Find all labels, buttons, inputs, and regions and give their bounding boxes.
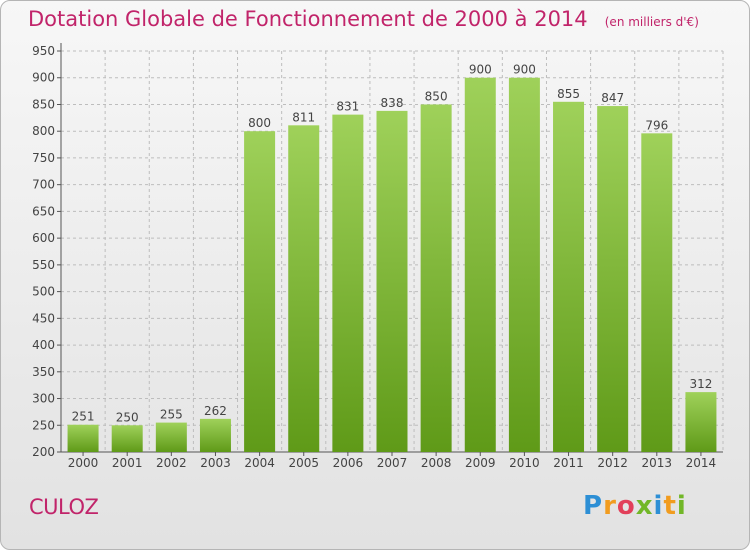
y-tick-label: 700 [32, 178, 55, 192]
y-tick-labels: 200 250 300 350 400 450 500 550 600 650 700 750 800 8… [32, 44, 55, 459]
logo-letter: o [616, 491, 636, 521]
logo-letter: t [663, 491, 677, 521]
y-tick-label: 800 [32, 124, 55, 138]
y-tick-label: 300 [32, 392, 55, 406]
data-label-2004: 800 [248, 116, 271, 130]
data-label-2003: 262 [204, 404, 227, 418]
x-tick-label-2010: 2010 [509, 456, 540, 470]
data-label-2002: 255 [160, 408, 183, 422]
chart-title: Dotation Globale de Fonctionnement de 20… [28, 7, 699, 31]
bar-2014 [685, 392, 717, 452]
data-label-2000: 251 [72, 410, 95, 424]
x-tick-label-2003: 2003 [200, 456, 231, 470]
bar-2009 [464, 77, 496, 452]
logo-letter: x [635, 491, 654, 521]
bar-2008 [420, 104, 452, 452]
y-tick-label: 250 [32, 418, 55, 432]
bar-2003 [199, 418, 231, 452]
x-tick-label-2012: 2012 [597, 456, 628, 470]
data-label-2013: 796 [645, 118, 668, 132]
data-labels: 251 250 255 262 800 811 831 838 850 900 900 855 847 7… [72, 63, 713, 425]
y-tick-label: 200 [32, 445, 55, 459]
bar-2000 [67, 424, 99, 452]
bar-2007 [376, 110, 408, 453]
bar-2001 [111, 425, 143, 452]
y-tick-label: 350 [32, 365, 55, 379]
data-label-2011: 855 [557, 87, 580, 101]
bar-2011 [553, 101, 585, 452]
data-label-2005: 811 [292, 110, 315, 124]
y-tick-label: 900 [32, 71, 55, 85]
data-label-2012: 847 [601, 91, 624, 105]
bars [67, 77, 717, 453]
data-label-2010: 900 [513, 63, 536, 77]
data-label-2007: 838 [381, 96, 404, 110]
logo-letter: i [653, 491, 664, 521]
y-tick-label: 450 [32, 311, 55, 325]
chart-title-main: Dotation Globale de Fonctionnement de 20… [28, 7, 588, 31]
x-tick-label-2014: 2014 [686, 456, 717, 470]
bar-2002 [155, 422, 187, 452]
data-label-2008: 850 [425, 89, 448, 103]
x-tick-label-2007: 2007 [377, 456, 408, 470]
x-tick-label-2005: 2005 [288, 456, 319, 470]
y-tick-label: 650 [32, 204, 55, 218]
logo-letter: P [583, 491, 604, 521]
logo-letter: i [676, 491, 687, 521]
logo-letter: r [603, 491, 617, 521]
x-tick-label-2001: 2001 [112, 456, 143, 470]
x-tick-label-2013: 2013 [642, 456, 673, 470]
y-tick-label: 600 [32, 231, 55, 245]
x-tick-label-2004: 2004 [244, 456, 275, 470]
x-tick-label-2006: 2006 [333, 456, 364, 470]
proxiti-logo[interactable]: Proxiti [583, 491, 687, 521]
data-label-2006: 831 [336, 100, 359, 114]
data-label-2014: 312 [689, 377, 712, 391]
x-tick-labels: 2000 2001 2002 2003 2004 2005 2006 2007 2008 2009… [68, 456, 716, 470]
x-tick-label-2008: 2008 [421, 456, 452, 470]
bar-2005 [288, 125, 320, 452]
y-tick-label: 750 [32, 151, 55, 165]
y-tick-label: 500 [32, 285, 55, 299]
commune-name: CULOZ [29, 495, 99, 519]
y-tick-label: 400 [32, 338, 55, 352]
bar-2004 [244, 131, 276, 452]
bar-2013 [641, 133, 673, 452]
bar-2010 [508, 77, 540, 452]
y-tick-label: 850 [32, 97, 55, 111]
data-label-2001: 250 [116, 410, 139, 424]
x-tick-label-2009: 2009 [465, 456, 496, 470]
x-tick-label-2011: 2011 [553, 456, 584, 470]
y-tick-label: 550 [32, 258, 55, 272]
data-label-2009: 900 [469, 63, 492, 77]
bar-2006 [332, 114, 364, 452]
chart-title-unit: (en milliers d'€) [604, 15, 699, 29]
x-tick-label-2000: 2000 [68, 456, 99, 470]
y-tick-label: 950 [32, 44, 55, 58]
x-tick-label-2002: 2002 [156, 456, 187, 470]
bar-2012 [597, 106, 629, 452]
